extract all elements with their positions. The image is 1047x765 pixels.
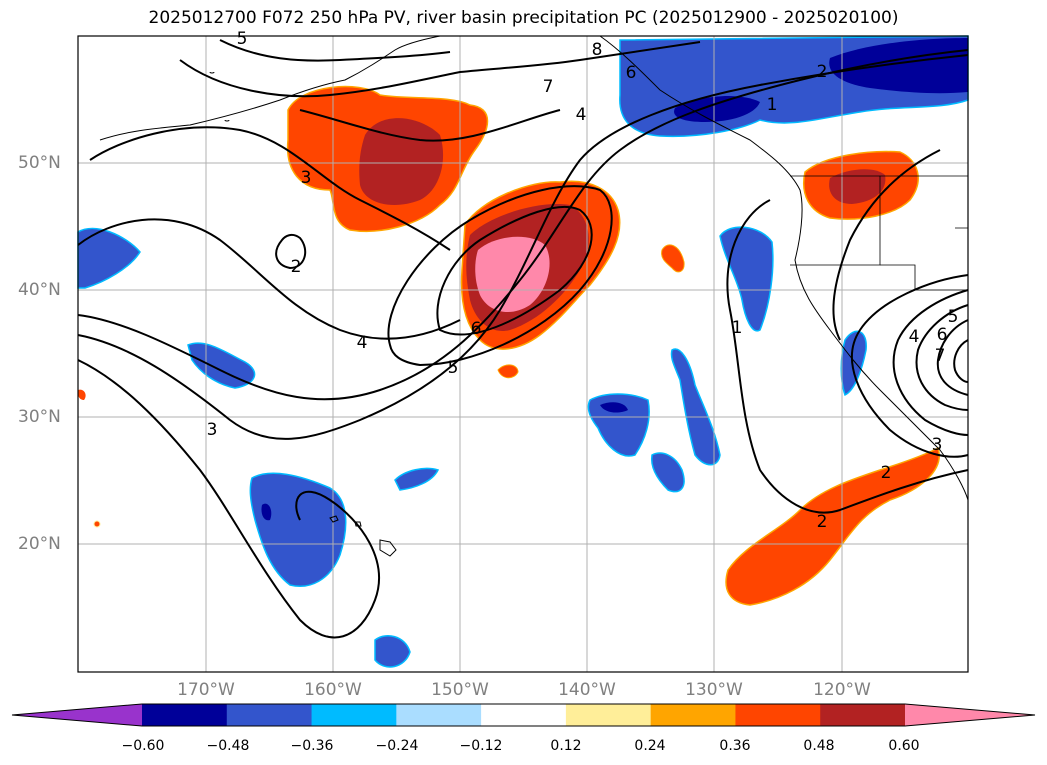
contour-label: 1 — [767, 95, 778, 115]
latitude-label: 30°N — [18, 407, 61, 427]
negative-region-streak-2 — [650, 452, 685, 493]
pv-contour-labels: 5 8 7 4 6 2 1 3 2 4 6 5 1 3 2 7 6 5 4 3 … — [207, 29, 959, 532]
contour-label: 3 — [932, 435, 943, 455]
contour-label: 6 — [937, 325, 948, 345]
latitude-label: 40°N — [18, 280, 61, 300]
longitude-label: 160°W — [304, 680, 362, 700]
contour-label: 6 — [471, 319, 482, 339]
contour-label: 4 — [357, 333, 368, 353]
negative-region-small-south — [374, 635, 411, 668]
longitude-label: 170°W — [177, 680, 235, 700]
positive-core-central — [475, 236, 550, 313]
colorbar-tick-label: −0.36 — [290, 738, 334, 754]
colorbar-tick-label: 0.12 — [550, 738, 582, 754]
negative-region-offshore — [719, 226, 774, 332]
colorbar-tick-label: −0.12 — [459, 738, 503, 754]
longitude-label: 140°W — [558, 680, 616, 700]
pv-contours — [77, 39, 969, 639]
contour-label: 2 — [291, 257, 302, 277]
negative-region-west-edge — [77, 227, 141, 289]
contour-label: 5 — [448, 358, 459, 378]
colorbar-segment — [142, 704, 228, 726]
negative-core-coast — [674, 96, 760, 122]
colorbar-extend-high — [905, 704, 1035, 726]
negative-core-gulf-alaska — [829, 38, 968, 94]
coastlines — [99, 35, 969, 557]
contour-label: 7 — [935, 346, 946, 366]
contour-label: 4 — [909, 327, 920, 347]
contour-label: 4 — [576, 105, 587, 125]
colorbar-segment — [396, 704, 482, 726]
contour-label: 6 — [626, 63, 637, 83]
longitude-label: 150°W — [431, 680, 489, 700]
colorbar-tick-label: −0.60 — [121, 738, 165, 754]
colorbar-outline — [11, 703, 1036, 727]
positive-dot — [93, 520, 101, 528]
contour-label: 3 — [301, 168, 312, 188]
contour-label: 7 — [543, 77, 554, 97]
longitude-label: 120°W — [813, 680, 871, 700]
map-title: 2025012700 F072 250 hPa PV, river basin … — [148, 8, 899, 28]
positive-core-pnw — [829, 169, 886, 204]
colorbar-tick-label: 0.24 — [634, 738, 666, 754]
positive-region-small-1 — [497, 364, 519, 379]
negative-region-baja — [840, 330, 867, 397]
negative-region-east-central — [587, 393, 650, 457]
contour-label: 5 — [237, 29, 248, 49]
contour-label: 2 — [881, 463, 892, 483]
colorbar-segment — [481, 704, 567, 726]
colorbar-segment — [820, 704, 906, 726]
map-panel: 5 8 7 4 6 2 1 3 2 4 6 5 1 3 2 7 6 5 4 3 … — [77, 29, 969, 673]
colorbar-segment — [311, 704, 397, 726]
colorbar-tick-label: 0.60 — [888, 738, 920, 754]
contour-label: 8 — [592, 40, 603, 60]
negative-region-hawaii — [249, 472, 347, 587]
colorbar-tick-label: 0.36 — [719, 738, 751, 754]
negative-region-streak — [670, 348, 721, 466]
contour-label: 2 — [817, 512, 828, 532]
contour-label: 3 — [207, 420, 218, 440]
colorbar-segment — [735, 704, 821, 726]
latitude-label: 20°N — [18, 534, 61, 554]
negative-region-small-mid — [394, 467, 440, 491]
precip-pc-shading — [77, 35, 969, 668]
colorbar-tick-label: 0.48 — [803, 738, 835, 754]
positive-region-dateline — [77, 389, 86, 400]
negative-core-east-central — [600, 402, 628, 413]
colorbar-tick-label: −0.24 — [375, 738, 419, 754]
positive-region-subtropical — [725, 446, 940, 606]
colorbar-tick-label: −0.48 — [206, 738, 250, 754]
colorbar-segment — [226, 704, 313, 726]
colorbar — [11, 703, 1036, 727]
contour-label: 1 — [732, 318, 743, 338]
latitude-label: 50°N — [18, 153, 61, 173]
colorbar-extend-low — [12, 704, 142, 726]
colorbar-segment — [650, 704, 736, 726]
negative-core-hawaii — [261, 503, 272, 521]
colorbar-segment — [565, 704, 652, 726]
contour-label: 5 — [948, 307, 959, 327]
positive-region-small-2 — [661, 244, 685, 273]
map-frame — [77, 35, 969, 673]
contour-label: 2 — [817, 62, 828, 82]
longitude-label: 130°W — [685, 680, 743, 700]
